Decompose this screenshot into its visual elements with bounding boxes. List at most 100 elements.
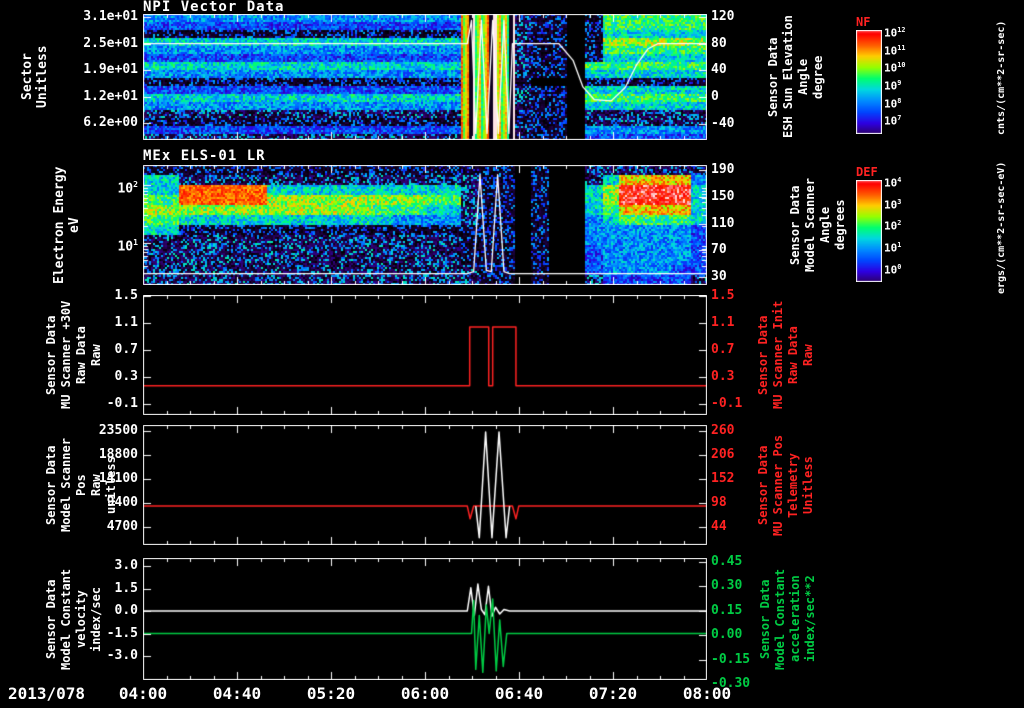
- y-tick-label-left: 0.0: [114, 603, 138, 618]
- y-tick-label-left: 1.5: [114, 581, 138, 596]
- label-line: ergs/(cm**2-sr-sec-eV): [996, 161, 1007, 295]
- y-tick-label-right: 30: [711, 269, 727, 284]
- colorbar-units-def: ergs/(cm**2-sr-sec-eV): [996, 160, 1008, 296]
- label-line: Raw Data: [74, 326, 88, 384]
- y-tick-label-right: 0.30: [711, 578, 743, 593]
- label-line: index/sec**2: [803, 575, 817, 663]
- label-line: Sensor Data: [44, 445, 58, 525]
- y-axis-label-els-left: Electron Energy eV: [52, 165, 82, 285]
- y-axis-label-els-right: Sensor Data Model Scanner Angle degrees: [788, 165, 848, 285]
- y-tick-label-left: 4700: [106, 519, 138, 534]
- y-tick-label-right: 110: [711, 216, 735, 231]
- y-axis-label-scanner-raw-right: Sensor Data MU Scanner Init Raw Data Raw: [756, 295, 816, 415]
- x-tick-label: 04:40: [212, 684, 262, 703]
- y-tick-label-left: 1.5: [114, 288, 138, 303]
- y-tick-label-left: -1.5: [106, 626, 138, 641]
- lineplot-scanner-raw: [143, 295, 707, 415]
- colorbar-name-def: DEF: [856, 165, 878, 179]
- x-tick-label: 04:00: [118, 684, 168, 703]
- label-line: Model Scanner Pos: [59, 438, 88, 532]
- panel-title-npi: NPI Vector Data: [143, 0, 285, 15]
- colorbar-tick-label: 1012: [884, 26, 906, 40]
- spectrogram-els-energy: [143, 165, 707, 285]
- label-line: degree: [811, 55, 825, 99]
- label-line: Electron Energy: [52, 166, 67, 284]
- label-line: Sensor Data: [756, 445, 770, 525]
- y-tick-label-left: 102: [117, 180, 138, 197]
- y-tick-label-right: 0.15: [711, 603, 743, 618]
- y-tick-label-left: 101: [117, 238, 138, 255]
- label-line: Sensor Data: [758, 579, 772, 659]
- spectrogram-npi-sector: [143, 14, 707, 140]
- y-tick-label-right: 120: [711, 9, 735, 24]
- label-line: Model Scanner: [803, 178, 817, 272]
- y-tick-label-right: -40: [711, 116, 735, 131]
- x-tick-label: 06:00: [400, 684, 450, 703]
- label-line: Model Constant: [773, 568, 787, 670]
- y-tick-label-right: 44: [711, 519, 727, 534]
- label-line: Telemetry: [786, 452, 800, 518]
- y-tick-label-left: 0.7: [114, 342, 138, 357]
- y-tick-label-left: 1.1: [114, 315, 138, 330]
- y-tick-label-right: 0.7: [711, 342, 735, 357]
- colorbar-tick-label: 102: [884, 219, 902, 233]
- y-tick-label-right: 1.1: [711, 315, 735, 330]
- colorbar-tick-label: 101: [884, 241, 902, 255]
- lineplot-model-constant: [143, 558, 707, 680]
- x-tick-label: 07:20: [588, 684, 638, 703]
- y-tick-label-right: 206: [711, 447, 735, 462]
- label-line: Sensor Data: [766, 37, 780, 117]
- y-axis-label-npi-right: Sensor Data ESH Sun Elevation Angle degr…: [766, 14, 826, 140]
- y-tick-label-left: 2.5e+01: [83, 36, 138, 51]
- y-tick-label-left: 14100: [98, 471, 138, 486]
- y-tick-label-right: 260: [711, 423, 735, 438]
- label-line: cnts/(cm**2-sr-sec): [996, 20, 1007, 136]
- colorbar-tick-label: 1011: [884, 44, 906, 58]
- y-tick-label-left: 6.2e+00: [83, 115, 138, 130]
- colorbar-tick-label: 100: [884, 263, 902, 277]
- label-line: Unitless: [35, 45, 50, 109]
- y-tick-label-right: 0.3: [711, 369, 735, 384]
- label-line: Angle: [818, 206, 832, 244]
- y-tick-label-right: 0: [711, 89, 719, 104]
- y-tick-label-left: 3.1e+01: [83, 9, 138, 24]
- y-tick-label-right: 0.45: [711, 554, 743, 569]
- x-axis-date-label: 2013/078: [8, 684, 86, 703]
- panel-title-els: MEx ELS-01 LR: [143, 148, 266, 164]
- y-tick-label-right: 150: [711, 189, 735, 204]
- label-line: Angle: [796, 58, 810, 96]
- label-line: eV: [67, 217, 82, 233]
- label-line: Unitless: [801, 456, 815, 514]
- label-line: Sensor Data: [44, 579, 58, 659]
- colorbar-tick-label: 108: [884, 97, 902, 111]
- label-line: Sector: [20, 53, 35, 101]
- label-line: acceleration: [788, 575, 802, 663]
- y-tick-label-left: 23500: [98, 423, 138, 438]
- y-tick-label-right: 80: [711, 36, 727, 51]
- y-tick-label-left: 1.2e+01: [83, 89, 138, 104]
- label-line: Model Constant: [59, 568, 73, 670]
- y-tick-label-left: -3.0: [106, 648, 138, 663]
- label-line: MU Scanner +30V: [59, 300, 73, 410]
- colorbar-tick-label: 103: [884, 198, 902, 212]
- label-line: ESH Sun Elevation: [781, 15, 795, 139]
- y-tick-label-left: 1.9e+01: [83, 62, 138, 77]
- label-line: Sensor Data: [756, 315, 770, 395]
- colorbar-tick-label: 109: [884, 79, 902, 93]
- label-line: index/sec: [89, 586, 103, 652]
- y-axis-label-scanner-raw-left: Sensor Data MU Scanner +30V Raw Data Raw: [44, 295, 104, 415]
- y-tick-label-left: 9400: [106, 495, 138, 510]
- y-tick-label-right: 40: [711, 62, 727, 77]
- y-axis-label-scanner-pos-right: Sensor Data MU Scanner Pos Telemetry Uni…: [756, 425, 816, 545]
- x-tick-label: 08:00: [682, 684, 732, 703]
- colorbar-tick-label: 1010: [884, 61, 906, 75]
- label-line: degrees: [833, 199, 847, 251]
- y-tick-label-right: 70: [711, 242, 727, 257]
- label-line: Sensor Data: [788, 185, 802, 265]
- y-tick-label-left: -0.1: [106, 396, 138, 411]
- y-tick-label-left: 0.3: [114, 369, 138, 384]
- colorbar-def: [856, 180, 882, 282]
- lineplot-scanner-pos: [143, 425, 707, 545]
- y-axis-label-model-constant-left: Sensor Data Model Constant velocity inde…: [44, 558, 104, 680]
- colorbar-tick-label: 107: [884, 114, 902, 128]
